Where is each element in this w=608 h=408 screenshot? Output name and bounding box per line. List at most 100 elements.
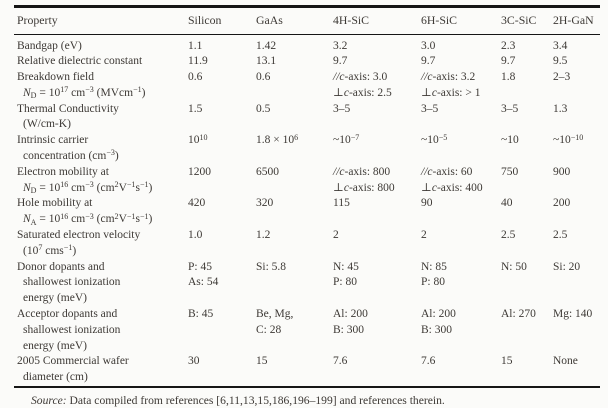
value-line: 9.7 [501,55,516,68]
property-line: Acceptor dopants and [17,308,118,321]
value-cell: 7.6 [330,354,418,386]
value-line: 6500 [256,165,279,178]
property-line: Hole mobility at [17,197,93,210]
value-line: 3.4 [553,39,568,52]
value-line: Si: 5.8 [256,260,287,273]
property-line: (W/cm-K) [23,118,71,131]
value-cell: 1.0 [185,228,253,260]
value-line: 9.5 [553,55,568,68]
value-cell: //c-axis: 3.0 ⊥c-axis: 2.5 [330,70,418,102]
value-cell: 750 [498,165,550,197]
table-head: Property Silicon GaAs 4H-SiC 6H-SiC 3C-SiC 2H-… [14,7,600,35]
value-line: 320 [256,197,274,210]
value-line: Mg: 140 [553,308,593,321]
value-cell: 3–5 [330,102,418,134]
table-row: Electron mobility at ND = 1016 cm−3 (cm2V… [14,165,600,197]
value-line: 30 [188,355,200,368]
value-cell: //c-axis: 60 ⊥c-axis: 400 [418,165,498,197]
value-cell: 115 [330,196,418,228]
value-line: 1.0 [188,229,203,242]
property-cell: Relative dielectric constant [14,54,185,70]
value-line: 1.5 [188,102,203,115]
property-line: NA = 1016 cm−3 (cm2V−1s−1) [23,211,153,227]
table-row: Thermal Conductivity (W/cm-K) 1.5 0.5 3–5 3–5… [14,102,600,134]
value-cell: 1.8 [498,70,550,102]
value-line: 7.6 [333,355,348,368]
value-cell: 30 [185,354,253,386]
source-text: Data compiled from references [6,11,13,1… [66,393,445,407]
value-cell: Mg: 140 [550,307,600,354]
value-line: ⊥c-axis: > 1 [421,86,481,99]
value-line: N: 45 [333,260,359,273]
property-line: Saturated electron velocity [17,229,141,242]
value-cell: Be, Mg, C: 28 [253,307,330,354]
value-cell: Al: 200 B: 300 [418,307,498,354]
value-cell: 9.7 [498,54,550,70]
value-line: 1.8 × 106 [256,132,299,147]
value-cell: 1010 [185,133,253,165]
value-cell: 15 [253,354,330,386]
value-line: 0.6 [256,71,271,84]
value-cell: 0.6 [185,70,253,102]
column-header: 3C-SiC [498,7,550,35]
value-cell: N: 50 [498,260,550,307]
value-cell: 3–5 [498,102,550,134]
table-top-rule [14,5,600,8]
table-row: Hole mobility at NA = 1016 cm−3 (cm2V−1s−… [14,196,600,228]
property-cell: Bandgap (eV) [14,35,185,55]
value-cell: 320 [253,196,330,228]
value-cell: 1.5 [185,102,253,134]
value-line: //c-axis: 800 [333,165,391,178]
value-line: 1010 [188,132,208,147]
source-label: Source: [31,393,67,407]
property-cell: Hole mobility at NA = 1016 cm−3 (cm2V−1s−… [14,196,185,228]
column-header: 6H-SiC [418,7,498,35]
value-cell: 3–5 [418,102,498,134]
value-line: C: 28 [256,323,282,336]
column-header: 4H-SiC [330,7,418,35]
value-cell: 0.6 [253,70,330,102]
value-line: 40 [501,197,513,210]
column-header: Property [14,7,185,35]
value-line: 1.8 [501,71,516,84]
table-bottom-rule [14,386,600,388]
property-line: Electron mobility at [17,165,109,178]
value-line: None [553,355,578,368]
table-row: Donor dopants and shallowest ionization en… [14,260,600,307]
value-line: 11.9 [188,55,208,68]
value-line: 1.2 [256,229,271,242]
value-line: ~10 [501,134,519,147]
property-cell: Intrinsic carrier concentration (cm−3) [14,133,185,165]
value-cell: 1.1 [185,35,253,55]
source-note: Source: Data compiled from references [6… [31,393,600,408]
value-cell: //c-axis: 800 ⊥c-axis: 800 [330,165,418,197]
value-line: 2.5 [501,229,516,242]
column-header: 2H-GaN [550,7,600,35]
value-cell: 15 [498,354,550,386]
value-cell: 2–3 [550,70,600,102]
value-line: Si: 20 [553,260,581,273]
value-line: N: 85 [421,260,447,273]
property-line: ND = 1016 cm−3 (cm2V−1s−1) [23,180,153,195]
value-cell: ~10−7 [330,133,418,165]
value-line: //c-axis: 3.0 [333,71,388,84]
value-cell: 2 [418,228,498,260]
value-line: 2.3 [501,39,516,52]
header-row: Property Silicon GaAs 4H-SiC 6H-SiC 3C-SiC 2H-… [14,7,600,35]
value-cell: Si: 20 [550,260,600,307]
value-cell: 1200 [185,165,253,197]
value-line: 13.1 [256,55,277,68]
property-line: ND = 1017 cm−3 (MVcm−1) [23,85,146,101]
value-cell: 3.2 [330,35,418,55]
value-line: 3–5 [501,102,519,115]
value-cell: B: 45 [185,307,253,354]
value-cell: 7.6 [418,354,498,386]
table-row: Saturated electron velocity (107 cms−1) 1.… [14,228,600,260]
table-row: Breakdown field ND = 1017 cm−3 (MVcm−1) 0.… [14,70,600,102]
value-line: 3–5 [421,102,439,115]
value-line: 15 [501,355,513,368]
value-line: B: 45 [188,308,214,321]
value-line: 1.42 [256,39,277,52]
value-line: As: 54 [188,276,219,289]
